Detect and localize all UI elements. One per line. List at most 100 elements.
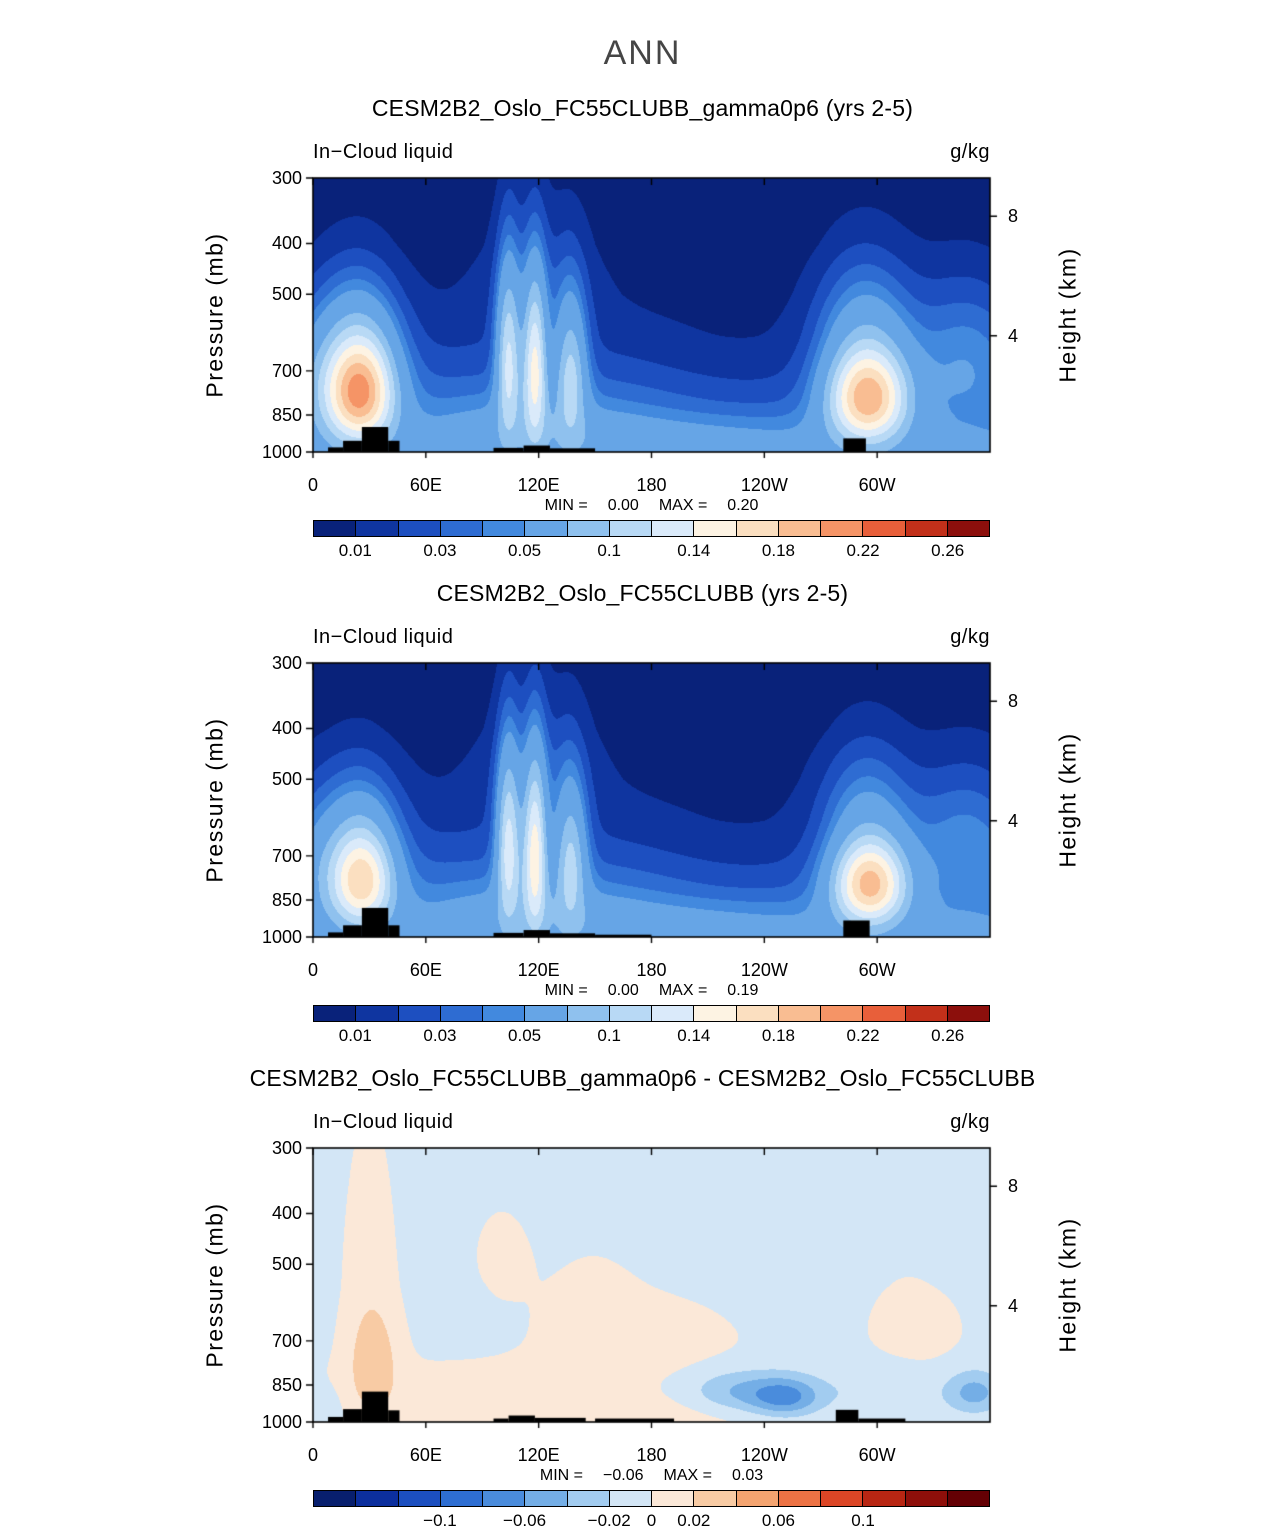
- longitude-tick-label: 60E: [409, 475, 442, 495]
- colorbar: [313, 1490, 990, 1507]
- colorbar-segment: [820, 1006, 863, 1021]
- longitude-tick-labels: 0 60E 120E 180 120W 60W: [308, 1445, 990, 1465]
- longitude-tick-label: 0: [307, 1445, 319, 1465]
- colorbar-labels: −0.1 −0.06 −0.02 0 0.02 0.06 0.1: [313, 1511, 990, 1531]
- colorbar-segment: [566, 1006, 609, 1021]
- pressure-tick-labels: 300 400 500 700 850 1000: [230, 1139, 302, 1431]
- pressure-tick-label: 1000: [261, 442, 302, 462]
- colorbar-segment: [735, 521, 778, 536]
- colorbar-segment: [355, 1006, 398, 1021]
- height-tick-label: 4: [1008, 325, 1019, 346]
- colorbar-segment: [482, 1006, 525, 1021]
- max-value: 0.03: [731, 1467, 764, 1484]
- max-label: MAX =: [658, 982, 708, 999]
- colorbar-segment: [482, 521, 525, 536]
- longitude-tick-label: 180: [636, 1445, 667, 1465]
- minmax-stats: MIN = 0.00 MAX = 0.19: [313, 982, 990, 1000]
- pressure-tick-label: 1000: [261, 927, 302, 947]
- colorbar-tick-label: 0.26: [931, 1026, 965, 1045]
- height-tick-label: 8: [1008, 1176, 1019, 1197]
- contour-plot: [301, 166, 1002, 464]
- pressure-axis-title: Pressure (mb): [201, 1202, 228, 1368]
- colorbar-tick-label: −0.1: [423, 1511, 457, 1530]
- longitude-tick-label: 120E: [517, 1445, 560, 1465]
- pressure-axis-title: Pressure (mb): [201, 232, 228, 398]
- colorbar-segment: [693, 521, 736, 536]
- colorbar-tick-label: 0.1: [597, 1026, 622, 1045]
- colorbar-labels: 0.01 0.03 0.05 0.1 0.14 0.18 0.22 0.26: [313, 541, 990, 561]
- colorbar-tick-label: 0.03: [423, 541, 457, 560]
- longitude-tick-label: 60E: [409, 960, 442, 980]
- longitude-tick-label: 60W: [858, 960, 896, 980]
- colorbar-segment: [651, 521, 694, 536]
- pressure-tick-label: 500: [271, 769, 302, 790]
- colorbar-segment: [566, 521, 609, 536]
- longitude-tick-label: 120W: [740, 960, 788, 980]
- colorbar-segment: [862, 1006, 905, 1021]
- panel-title: CESM2B2_Oslo_FC55CLUBB_gamma0p6 - CESM2B…: [249, 1065, 1036, 1091]
- colorbar-tick-label: 0.14: [677, 541, 711, 560]
- colorbar-tick-label: 0.02: [677, 1511, 711, 1530]
- pressure-tick-label: 700: [271, 360, 302, 381]
- colorbar-tick-label: 0.26: [931, 541, 965, 560]
- pressure-tick-label: 700: [271, 1330, 302, 1351]
- height-axis-title: Height (km): [1054, 732, 1081, 868]
- longitude-tick-label: 120E: [517, 960, 560, 980]
- colorbar-segment: [946, 521, 989, 536]
- figure-title: ANN: [603, 34, 682, 72]
- pressure-tick-label: 400: [271, 1203, 302, 1224]
- colorbar-segment: [524, 1491, 567, 1506]
- colorbar-segment: [608, 1491, 651, 1506]
- pressure-tick-label: 850: [271, 890, 302, 910]
- pressure-tick-label: 300: [271, 653, 302, 673]
- pressure-axis-title: Pressure (mb): [201, 717, 228, 883]
- colorbar-segment: [904, 1491, 947, 1506]
- colorbar-segment: [397, 1006, 440, 1021]
- units-label: g/kg: [950, 1111, 990, 1133]
- colorbar-segment: [820, 1491, 863, 1506]
- pressure-tick-label: 1000: [261, 1412, 302, 1432]
- min-value: −0.06: [603, 1467, 644, 1484]
- pressure-tick-label: 300: [271, 1138, 302, 1158]
- colorbar-tick-label: 0.1: [597, 541, 622, 560]
- min-value: 0.00: [607, 497, 639, 514]
- longitude-tick-label: 0: [307, 475, 319, 495]
- pressure-tick-label: 400: [271, 718, 302, 739]
- colorbar-segment: [439, 1006, 482, 1021]
- colorbar-segment: [355, 1491, 398, 1506]
- colorbar-tick-label: 0.05: [508, 541, 542, 560]
- colorbar-segment: [482, 1491, 525, 1506]
- longitude-tick-label: 180: [636, 960, 667, 980]
- colorbar-tick-label: −0.02: [587, 1511, 631, 1530]
- pressure-tick-label: 300: [271, 168, 302, 188]
- max-value: 0.20: [727, 497, 759, 514]
- colorbar-segment: [651, 1006, 694, 1021]
- contour-plot: [301, 1136, 1002, 1434]
- field-label: In−Cloud liquid: [313, 1111, 454, 1133]
- longitude-tick-labels: 0 60E 120E 180 120W 60W: [308, 960, 990, 980]
- colorbar-segment: [693, 1006, 736, 1021]
- colorbar-segment: [439, 521, 482, 536]
- colorbar-labels: 0.01 0.03 0.05 0.1 0.14 0.18 0.22 0.26: [313, 1026, 990, 1046]
- colorbar-tick-label: 0.05: [508, 1026, 542, 1045]
- height-tick-label: 8: [1008, 691, 1019, 712]
- colorbar-segment: [651, 1491, 694, 1506]
- contour-plot: [301, 651, 1002, 949]
- pressure-tick-labels: 300 400 500 700 850 1000: [230, 654, 302, 946]
- panel-model-control: CESM2B2_Oslo_FC55CLUBB (yrs 2-5) In−Clou…: [0, 580, 1285, 1050]
- units-label: g/kg: [950, 141, 990, 163]
- min-value: 0.00: [607, 982, 639, 999]
- longitude-tick-label: 120E: [517, 475, 560, 495]
- panel-difference: CESM2B2_Oslo_FC55CLUBB_gamma0p6 - CESM2B…: [0, 1065, 1285, 1531]
- colorbar-tick-label: 0.03: [423, 1026, 457, 1045]
- field-label: In−Cloud liquid: [313, 141, 454, 163]
- colorbar-segment: [524, 521, 567, 536]
- colorbar: [313, 520, 990, 537]
- height-axis-title: Height (km): [1054, 1217, 1081, 1353]
- plot-header-row: In−Cloud liquid g/kg: [313, 626, 990, 649]
- pressure-tick-label: 500: [271, 1254, 302, 1275]
- pressure-tick-label: 700: [271, 845, 302, 866]
